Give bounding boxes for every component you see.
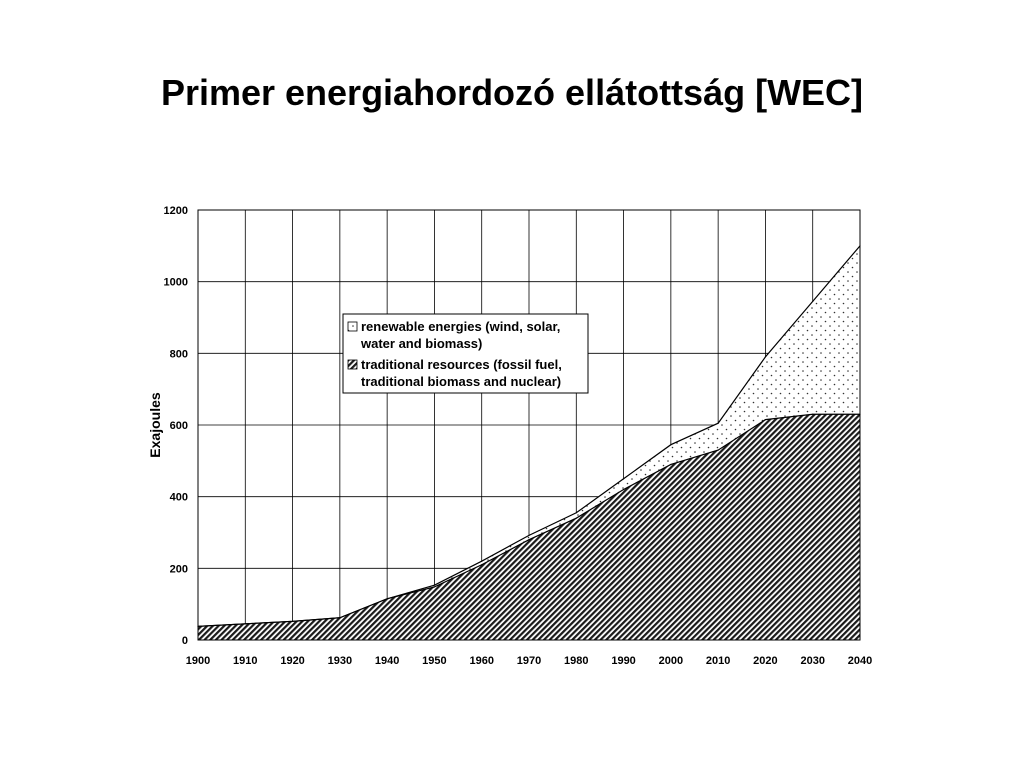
y-tick-label: 400 (170, 492, 188, 504)
y-tick-label: 600 (170, 420, 188, 432)
legend-label-renewable: renewable energies (wind, solar, (361, 319, 560, 334)
data-point-renewable (433, 584, 436, 586)
data-point-renewable (291, 620, 294, 622)
legend-label-traditional: traditional resources (fossil fuel, (361, 357, 562, 372)
legend-swatch-traditional (347, 359, 358, 370)
data-point-renewable (244, 623, 246, 625)
data-point-traditional (433, 586, 436, 588)
data-point-traditional (528, 539, 530, 541)
data-point-traditional (764, 419, 767, 421)
data-point-renewable (386, 598, 388, 600)
x-tick-label: 2030 (800, 655, 824, 667)
data-point-renewable (528, 534, 530, 536)
data-point-traditional (481, 564, 483, 566)
data-point-renewable (717, 422, 719, 424)
data-point-renewable (764, 356, 767, 358)
data-point-renewable (481, 560, 483, 562)
data-point-renewable (670, 444, 672, 446)
data-point-renewable (575, 512, 577, 514)
x-tick-label: 2000 (659, 655, 683, 667)
y-tick-label: 800 (170, 348, 188, 360)
y-tick-label: 1000 (164, 277, 188, 289)
legend: renewable energies (wind, solar, water an… (342, 313, 589, 394)
x-tick-label: 1990 (611, 655, 635, 667)
series-traditional-area (198, 414, 860, 640)
data-point-renewable (622, 478, 625, 480)
x-tick-label: 1980 (564, 655, 588, 667)
x-tick-label: 2020 (753, 655, 777, 667)
x-tick-label: 1960 (469, 655, 493, 667)
plot-frame (197, 209, 861, 641)
x-tick-label: 1950 (422, 655, 446, 667)
x-tick-label: 2040 (848, 655, 872, 667)
y-axis-label: Exajoules (147, 392, 163, 458)
y-tick-label: 200 (170, 563, 188, 575)
y-tick-label: 1200 (164, 205, 188, 217)
x-tick-label: 1970 (517, 655, 541, 667)
x-tick-label: 1930 (328, 655, 352, 667)
data-point-traditional (670, 463, 672, 466)
axes: 0 200 400 600 800 1000 1200 1900 1910 1920 1930 194… (147, 205, 872, 667)
data-point-renewable (812, 300, 814, 302)
x-tick-label: 1920 (280, 655, 304, 667)
data-point-traditional (717, 449, 719, 451)
areas (197, 245, 861, 640)
data-point-traditional (812, 413, 814, 415)
legend-label-traditional: traditional biomass and nuclear) (361, 374, 561, 389)
y-tick-label: 0 (182, 635, 188, 647)
data-point-traditional (575, 517, 577, 519)
x-tick-label: 1940 (375, 655, 399, 667)
x-tick-label: 2010 (706, 655, 730, 667)
slide-title: Primer energiahordozó ellátottság [WEC] (160, 72, 864, 113)
series-renewable-area (198, 245, 860, 627)
data-point-renewable (339, 617, 341, 619)
x-tick-label: 1910 (233, 655, 257, 667)
legend-label-renewable: water and biomass) (360, 336, 482, 351)
legend-box (342, 313, 589, 394)
data-point-traditional (622, 488, 625, 491)
legend-swatch-renewable (347, 321, 358, 332)
x-tick-label: 1900 (186, 655, 210, 667)
